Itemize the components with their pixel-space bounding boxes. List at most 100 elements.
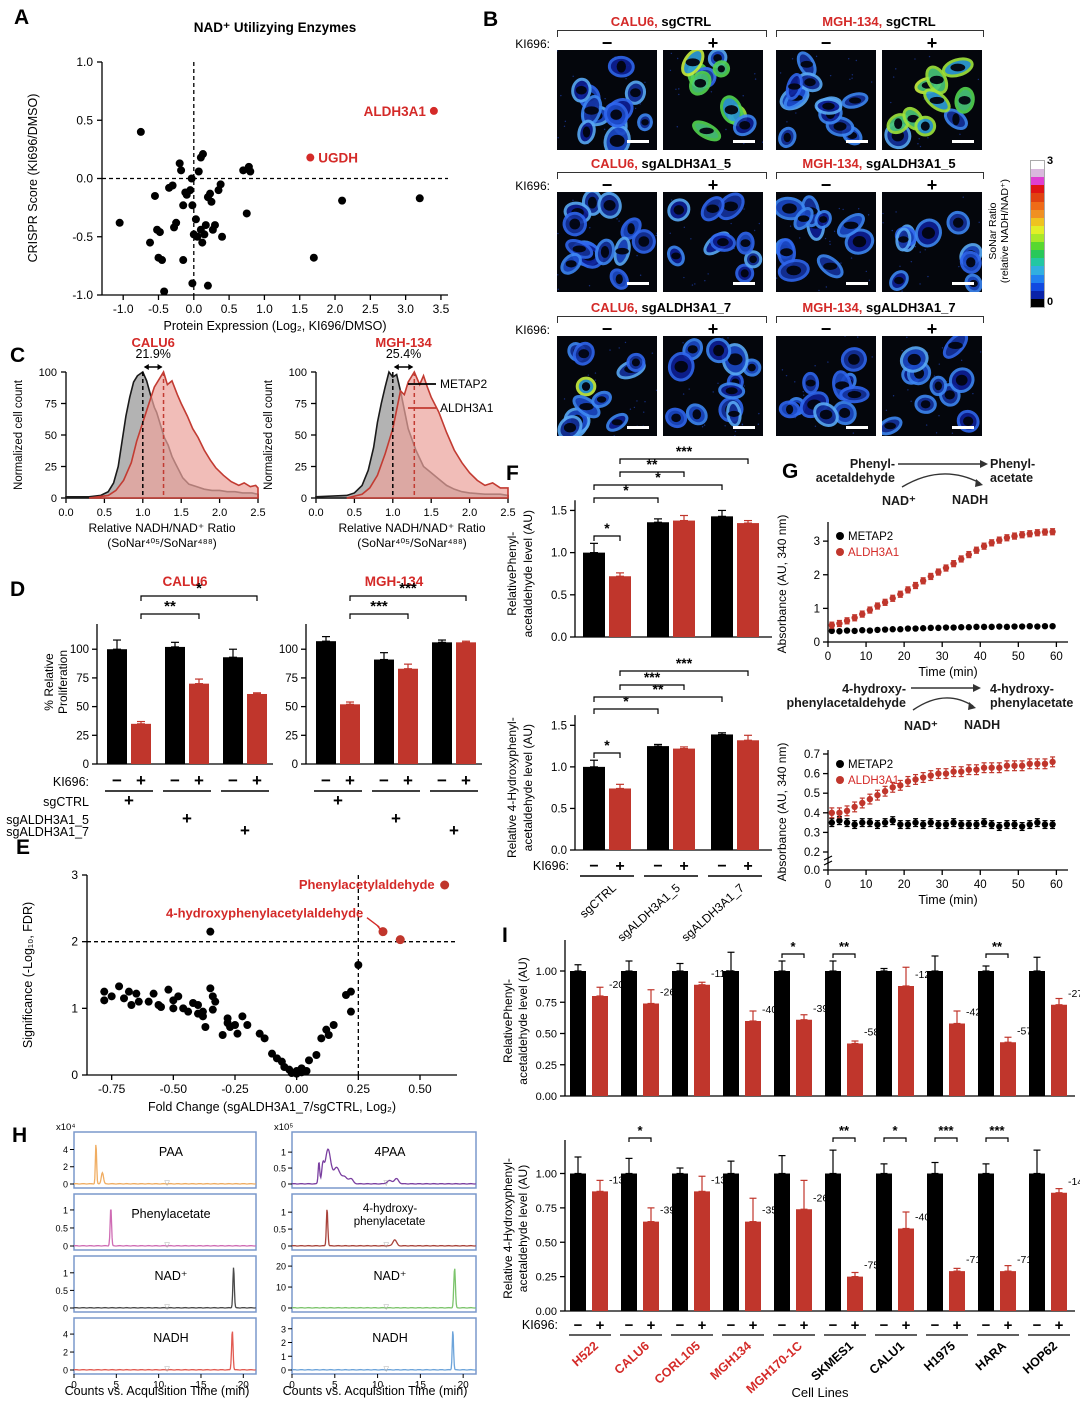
ki696-sign: − — [601, 33, 613, 53]
svg-text:0: 0 — [814, 637, 820, 649]
svg-text:CORL105: CORL105 — [652, 1339, 703, 1387]
svg-text:0.0: 0.0 — [185, 302, 202, 316]
svg-text:75: 75 — [45, 399, 57, 411]
svg-text:−: − — [379, 771, 389, 790]
svg-text:Relative 4-Hydroxyphenyl-: Relative 4-Hydroxyphenyl- — [505, 717, 519, 858]
svg-text:4: 4 — [63, 1330, 68, 1340]
panel-c-histogram-calu6: 0 25 50 75 100 0.0 0.5 1.0 1.5 2.0 2.5 21.9%CALU6 No… — [13, 335, 266, 550]
ki696-sign: − — [601, 319, 613, 339]
svg-text:*: * — [892, 1123, 898, 1138]
svg-text:1.00: 1.00 — [536, 1169, 557, 1181]
micrograph-tile — [663, 50, 763, 150]
panel-g-label: G — [782, 460, 799, 483]
svg-text:+: + — [240, 821, 250, 840]
svg-text:0.50: 0.50 — [408, 1082, 432, 1096]
svg-text:+: + — [1055, 1317, 1064, 1334]
svg-text:*: * — [604, 520, 610, 536]
svg-text:0.5: 0.5 — [55, 1223, 68, 1233]
svg-text:▽: ▽ — [383, 1304, 389, 1311]
svg-text:+: + — [252, 771, 262, 790]
svg-text:+: + — [182, 809, 192, 828]
svg-text:0.5: 0.5 — [551, 803, 567, 815]
svg-text:+: + — [403, 771, 413, 790]
svg-text:0: 0 — [301, 493, 307, 505]
svg-text:50: 50 — [76, 702, 89, 714]
svg-text:2.5: 2.5 — [250, 507, 265, 519]
group-bracket — [776, 172, 984, 179]
panel-b-label: B — [483, 8, 499, 31]
svg-text:**: ** — [164, 598, 176, 615]
ki696-label: KI696: — [515, 179, 550, 193]
svg-text:sgCTRL: sgCTRL — [577, 881, 619, 921]
svg-text:CALU1: CALU1 — [867, 1339, 907, 1377]
svg-text:0.4: 0.4 — [804, 808, 821, 820]
ki696-sign: + — [926, 175, 938, 195]
svg-text:Phenylacetylaldehyde: Phenylacetylaldehyde — [299, 877, 435, 892]
svg-text:0.5: 0.5 — [221, 302, 238, 316]
svg-text:−: − — [676, 1317, 685, 1334]
svg-text:1: 1 — [63, 1268, 68, 1278]
svg-text:MGH-134: MGH-134 — [365, 574, 424, 589]
svg-text:Absorbance (AU, 340 nm): Absorbance (AU, 340 nm) — [775, 743, 789, 882]
panel-i-label: I — [502, 924, 508, 947]
ki696-sign: − — [820, 319, 832, 339]
svg-text:−: − — [653, 858, 662, 875]
svg-text:Proliferation: Proliferation — [56, 650, 70, 714]
svg-text:1: 1 — [281, 1352, 286, 1362]
svg-text:-14%: -14% — [1068, 1176, 1080, 1188]
svg-text:sgALDH3A1_5: sgALDH3A1_5 — [6, 813, 89, 827]
svg-text:1.0: 1.0 — [551, 762, 567, 774]
svg-text:−: − — [437, 771, 447, 790]
svg-text:acetaldehyde level (AU): acetaldehyde level (AU) — [516, 957, 530, 1084]
micrograph-tile — [663, 192, 763, 292]
svg-text:1.0: 1.0 — [551, 548, 567, 560]
sonar-colorbar — [1030, 160, 1045, 308]
svg-text:40: 40 — [974, 651, 987, 663]
svg-text:2.0: 2.0 — [327, 302, 344, 316]
substrate-line2: acetaldehyde — [815, 471, 895, 486]
chromatogram-caption-right: Counts vs. Acquisition Time (min) — [282, 1384, 468, 1398]
svg-text:0.00: 0.00 — [285, 1082, 309, 1096]
svg-text:−: − — [321, 771, 331, 790]
group-bracket — [557, 316, 767, 323]
svg-text:0.5: 0.5 — [347, 507, 362, 519]
svg-text:0: 0 — [289, 1380, 295, 1391]
svg-text:***: *** — [399, 580, 417, 597]
svg-text:−: − — [778, 1317, 787, 1334]
group-bracket — [557, 172, 767, 179]
svg-text:1.5: 1.5 — [551, 505, 567, 517]
colorbar-min: 0 — [1047, 296, 1054, 308]
svg-text:0.7: 0.7 — [804, 749, 820, 761]
svg-text:phenylacetate: phenylacetate — [354, 1216, 426, 1228]
svg-text:**: ** — [653, 681, 664, 697]
micrograph-tile — [776, 336, 876, 436]
svg-text:0.5: 0.5 — [55, 1286, 68, 1296]
svg-text:-1.0: -1.0 — [72, 288, 93, 302]
svg-text:1.00: 1.00 — [536, 966, 557, 978]
svg-text:KI696:: KI696: — [522, 1318, 558, 1332]
svg-text:1.0: 1.0 — [256, 302, 273, 316]
svg-text:2.0: 2.0 — [212, 507, 227, 519]
micrograph-tile — [882, 50, 982, 150]
svg-text:3.0: 3.0 — [397, 302, 414, 316]
micrograph-tile — [557, 192, 657, 292]
svg-text:+: + — [333, 791, 343, 810]
svg-text:-0.75: -0.75 — [98, 1082, 126, 1096]
panel-a-scatter: NAD⁺ Utilizying Enzymes -1.0 -0.5 0.0 0.5 1.0… — [26, 20, 450, 333]
svg-text:PAA: PAA — [159, 1145, 184, 1159]
svg-text:20: 20 — [458, 1380, 470, 1391]
svg-text:METAP2: METAP2 — [440, 377, 487, 391]
group-title: CALU6, sgALDH3A1_5 — [590, 156, 732, 171]
svg-text:Normalized cell count: Normalized cell count — [263, 379, 275, 490]
svg-text:−: − — [574, 1317, 583, 1334]
micrograph-tile — [882, 336, 982, 436]
svg-text:25: 25 — [285, 730, 298, 742]
svg-text:SKMES1: SKMES1 — [808, 1339, 856, 1384]
panel-d-label: D — [10, 578, 26, 601]
svg-text:2: 2 — [63, 1162, 68, 1172]
svg-text:25.4%: 25.4% — [386, 347, 421, 361]
svg-text:(SoNar⁴⁰⁵/SoNar⁴⁸⁸): (SoNar⁴⁰⁵/SoNar⁴⁸⁸) — [107, 536, 217, 550]
panel-h-chromatograms-right: x10⁵ 1 0.5 0 4PAA ▽ 1 0.5 0 4-hydroxy-phenylaceta… — [273, 1122, 477, 1391]
svg-text:+: + — [743, 858, 752, 875]
group-bracket — [557, 30, 767, 37]
